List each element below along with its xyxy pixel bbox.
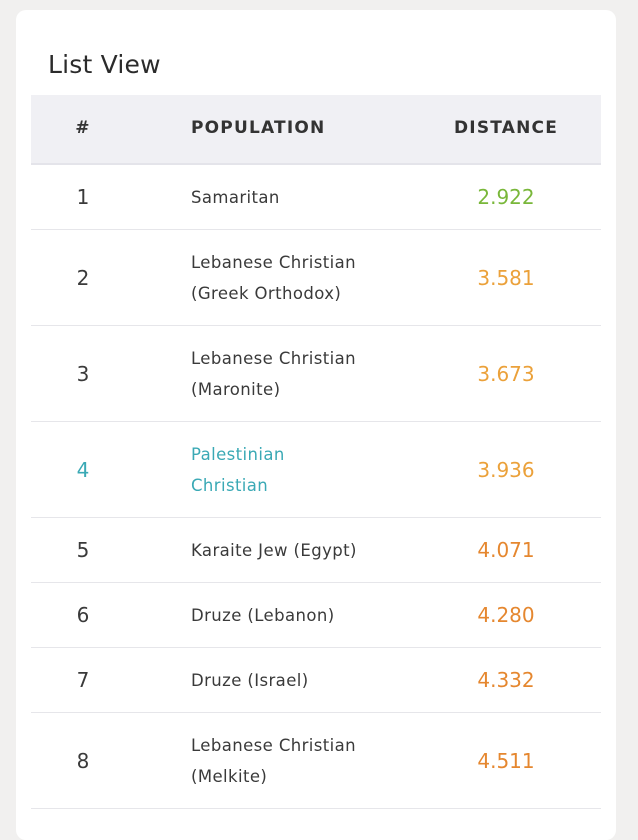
table-row[interactable]: 2 Lebanese Christian (Greek Orthodox) 3.… <box>31 230 601 326</box>
row-distance: 4.332 <box>477 668 535 692</box>
row-rank: 4 <box>76 457 90 482</box>
row-rank: 1 <box>76 185 90 209</box>
row-rank: 8 <box>76 748 90 773</box>
row-distance: 4.280 <box>477 603 535 627</box>
table-row[interactable]: 5 Karaite Jew (Egypt) 4.071 <box>31 518 601 583</box>
row-population: Druze (Lebanon) <box>191 605 335 625</box>
header-distance: DISTANCE <box>453 118 559 138</box>
row-distance: 3.581 <box>477 265 535 290</box>
row-population: Lebanese Christian (Greek Orthodox) <box>191 252 357 303</box>
list-view-card: List View # POPULATION DISTANCE 1 Samari… <box>16 10 616 840</box>
row-population: Karaite Jew (Egypt) <box>191 540 357 560</box>
row-population: Samaritan <box>191 187 280 207</box>
row-population: Lebanese Christian (Melkite) <box>191 735 357 786</box>
table-row[interactable]: 7 Druze (Israel) 4.332 <box>31 648 601 713</box>
table-row[interactable]: 3 Lebanese Christian (Maronite) 3.673 <box>31 326 601 422</box>
population-table: # POPULATION DISTANCE 1 Samaritan 2.922 … <box>31 95 601 809</box>
row-rank: 6 <box>76 603 90 627</box>
row-rank: 3 <box>76 361 90 386</box>
row-rank: 2 <box>76 265 90 290</box>
table-row[interactable]: 1 Samaritan 2.922 <box>31 165 601 230</box>
row-rank: 5 <box>76 538 90 562</box>
row-distance: 2.922 <box>477 185 535 209</box>
table-row-highlighted[interactable]: 4 Palestinian Christian 3.936 <box>31 422 601 518</box>
table-row[interactable]: 6 Druze (Lebanon) 4.280 <box>31 583 601 648</box>
row-population: Druze (Israel) <box>191 670 309 690</box>
row-population: Palestinian Christian <box>191 444 285 495</box>
header-population: POPULATION <box>191 118 326 138</box>
header-rank: # <box>75 118 91 138</box>
row-distance: 3.936 <box>477 457 535 482</box>
row-distance: 4.071 <box>477 538 535 562</box>
row-distance: 4.511 <box>477 748 535 773</box>
row-distance: 3.673 <box>477 361 535 386</box>
row-population: Lebanese Christian (Maronite) <box>191 348 357 399</box>
row-rank: 7 <box>76 668 90 692</box>
table-row[interactable]: 8 Lebanese Christian (Melkite) 4.511 <box>31 713 601 809</box>
card-title: List View <box>48 50 161 79</box>
table-header: # POPULATION DISTANCE <box>31 95 601 165</box>
